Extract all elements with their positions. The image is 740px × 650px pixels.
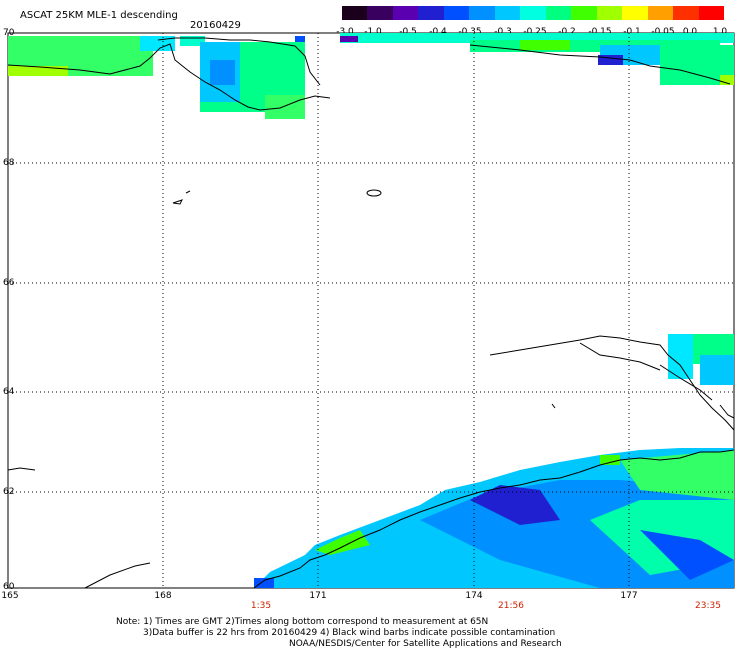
colorbar-label: -0.05 <box>651 27 675 37</box>
colorbar-label: -3.0 <box>336 27 354 37</box>
color-swatch <box>367 6 393 20</box>
data-swath-top-left <box>8 36 305 119</box>
color-swatch <box>596 6 623 20</box>
colorbar-label: -1.0 <box>364 27 382 37</box>
colorbar-label: -0.35 <box>458 27 482 37</box>
color-swatch <box>698 6 725 20</box>
coastlines <box>7 37 735 589</box>
time-label: 1:35 <box>250 601 272 611</box>
grid-lines <box>8 33 734 588</box>
lat-label: 68 <box>3 158 15 168</box>
colorbar-label: -0.4 <box>429 27 447 37</box>
lat-label: 66 <box>3 278 15 288</box>
color-swatch <box>443 6 470 20</box>
note-line-2: 3)Data buffer is 22 hrs from 20160429 4)… <box>143 628 556 638</box>
islands <box>172 189 735 419</box>
color-swatch <box>520 6 546 20</box>
colorbar-label: -0.25 <box>523 27 547 37</box>
time-label: 21:56 <box>498 601 524 611</box>
color-swatch <box>418 6 444 20</box>
colorbar-label: 1.0 <box>712 27 728 37</box>
time-label: 23:35 <box>695 601 721 611</box>
color-swatch <box>673 6 699 20</box>
lon-label: 165 <box>1 591 19 601</box>
color-swatch <box>545 6 572 20</box>
colorbar-label: -0.2 <box>558 27 576 37</box>
lon-label: 177 <box>620 591 638 601</box>
lat-label: 60 <box>3 582 15 592</box>
color-swatch <box>622 6 648 20</box>
data-swath-right-middle <box>668 334 734 385</box>
colorbar-label: -0.5 <box>399 27 417 37</box>
colorbar-label: -0.3 <box>494 27 512 37</box>
note-line-1: Note: 1) Times are GMT 2)Times along bot… <box>116 617 489 627</box>
map-title: ASCAT 25KM MLE-1 descending <box>20 10 178 21</box>
lon-label: 171 <box>309 591 327 601</box>
data-swath-bottom <box>254 448 734 588</box>
map-date: 20160429 <box>190 20 241 31</box>
colorbar-label: -0.1 <box>623 27 641 37</box>
colorbar-label: -0.15 <box>588 27 612 37</box>
color-swatch <box>571 6 597 20</box>
color-swatch <box>469 6 495 20</box>
lat-label: 70 <box>3 28 15 38</box>
color-swatch <box>647 6 674 20</box>
lat-label: 62 <box>3 487 15 497</box>
color-scale-bar <box>342 6 725 20</box>
note-line-3: NOAA/NESDIS/Center for Satellite Applica… <box>289 639 562 649</box>
lat-label: 64 <box>3 387 15 397</box>
color-swatch <box>494 6 521 20</box>
data-swath-top-right <box>340 33 734 85</box>
color-swatch <box>342 6 368 20</box>
colorbar-label: 0.0 <box>682 27 698 37</box>
color-swatch <box>392 6 419 20</box>
lon-label: 168 <box>154 591 172 601</box>
lon-label: 174 <box>465 591 483 601</box>
